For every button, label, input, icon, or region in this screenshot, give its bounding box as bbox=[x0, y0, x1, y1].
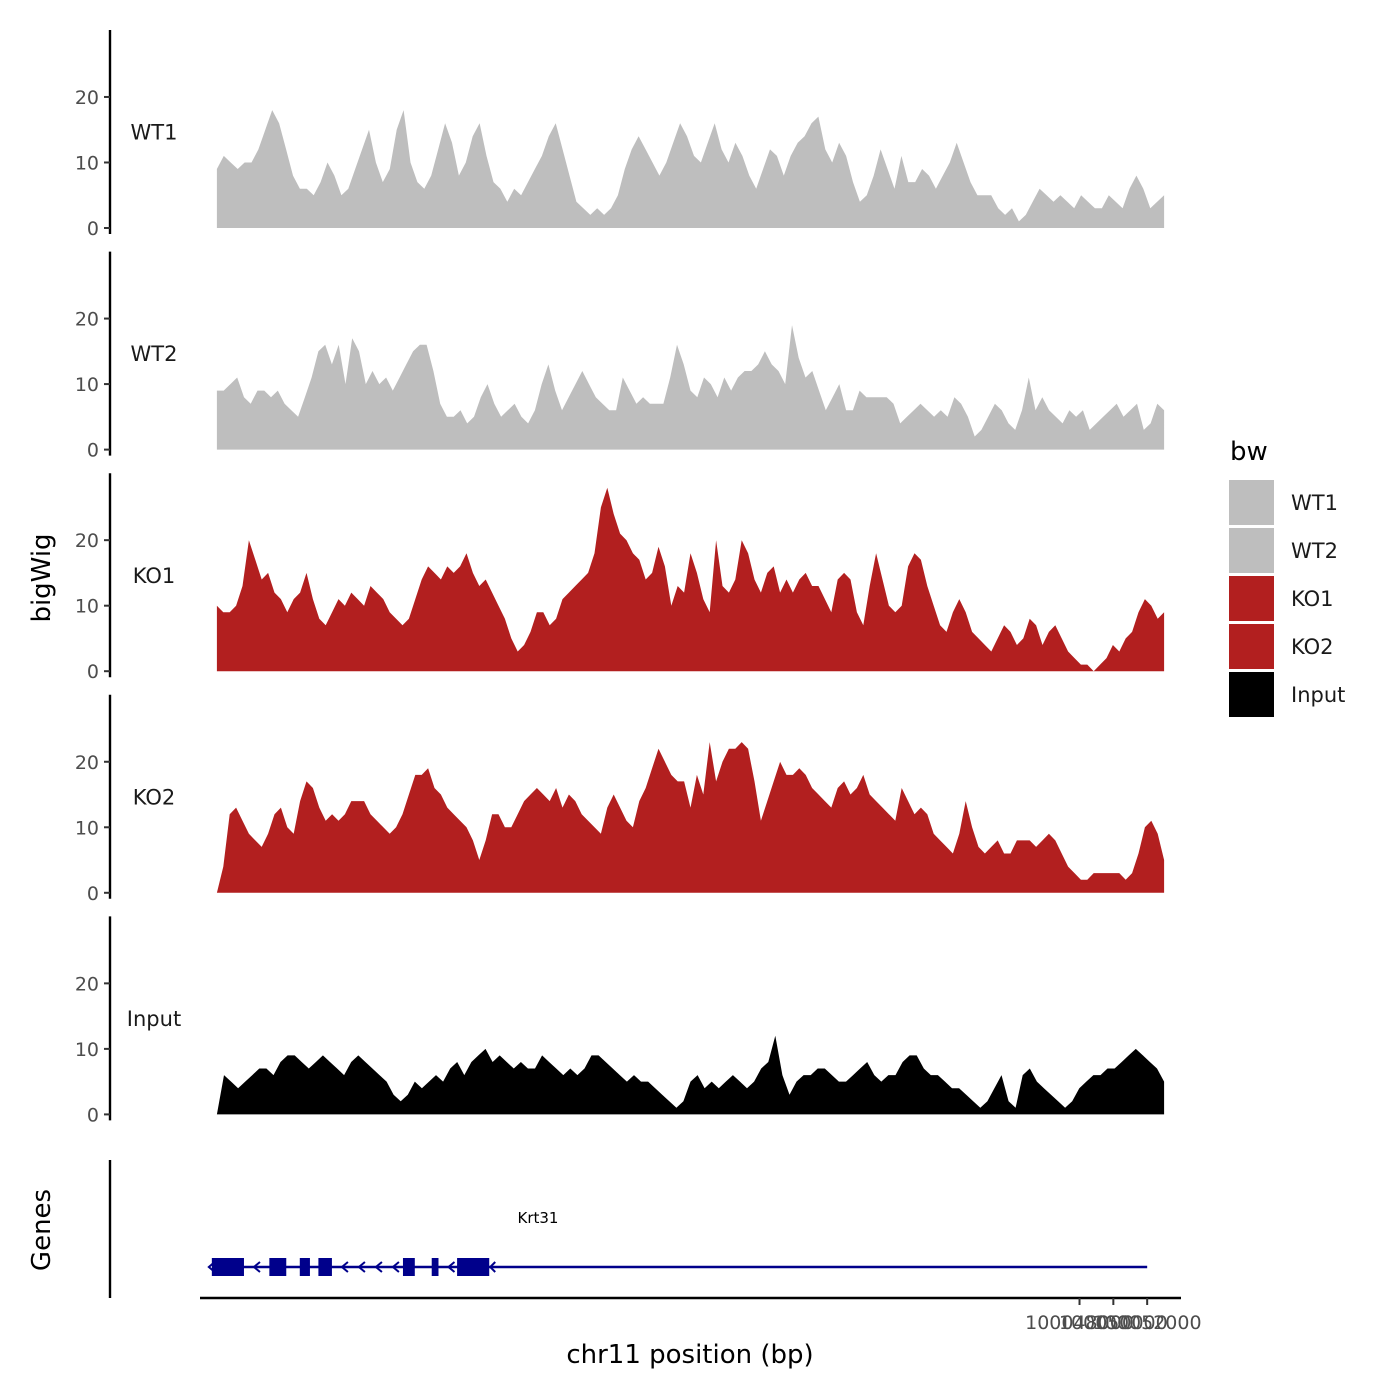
genes-panel bbox=[108, 1160, 1148, 1298]
y-tick-label-wt2-0: 0 bbox=[87, 440, 99, 462]
track-ko1: 0 10 20 KO1 bbox=[75, 473, 1165, 683]
y-tick-label-ko2-10: 10 bbox=[75, 817, 99, 839]
y-tick-label-input-0: 0 bbox=[87, 1104, 99, 1126]
track-label-ko1: KO1 bbox=[133, 564, 176, 588]
x-tick-label-100050000: 100050000 bbox=[1059, 1312, 1168, 1334]
y-tick-label-ko1-10: 10 bbox=[75, 596, 99, 618]
y-tick-label-input-10: 10 bbox=[75, 1039, 99, 1061]
track-label-input: Input bbox=[127, 1007, 181, 1031]
gene-exon-1 bbox=[211, 1258, 244, 1276]
strand-chevron bbox=[446, 1261, 456, 1273]
gene-exon-7 bbox=[457, 1258, 490, 1276]
area-wt2 bbox=[216, 325, 1165, 450]
gene-label: Krt31 bbox=[518, 1209, 559, 1227]
legend-swatch-wt1 bbox=[1229, 480, 1274, 525]
track-wt1: 0 10 20 WT1 bbox=[75, 30, 1165, 240]
legend-title: bw bbox=[1230, 437, 1268, 467]
y-tick-label-wt1-20: 20 bbox=[75, 87, 99, 109]
strand-chevron bbox=[340, 1261, 349, 1273]
legend-swatch-input bbox=[1229, 672, 1274, 717]
strand-chevron bbox=[357, 1261, 366, 1273]
y-tick-label-ko2-20: 20 bbox=[75, 752, 99, 774]
gene-exon-5 bbox=[402, 1258, 415, 1276]
y-tick-label-wt2-10: 10 bbox=[75, 374, 99, 396]
gene-exon-6 bbox=[431, 1258, 439, 1276]
y-axis-title: bigWig bbox=[27, 533, 57, 622]
y-tick-label-ko1-0: 0 bbox=[87, 661, 99, 683]
y-tick-label-wt1-0: 0 bbox=[87, 218, 99, 240]
strand-chevron bbox=[374, 1261, 383, 1273]
y-tick-label-input-20: 20 bbox=[75, 973, 99, 995]
legend-label-ko2: KO2 bbox=[1291, 635, 1334, 659]
strand-chevron bbox=[488, 1261, 496, 1273]
strand-chevron bbox=[391, 1261, 400, 1273]
track-label-wt1: WT1 bbox=[131, 121, 178, 145]
tracks-group: 0 10 20 WT1 0 10 20 WT2 0 10 20 KO1 0 10 20 KO2 0 10 20 Inp… bbox=[75, 30, 1165, 1126]
area-ko1 bbox=[216, 487, 1165, 672]
y-tick-label-ko1-20: 20 bbox=[75, 530, 99, 552]
track-label-wt2: WT2 bbox=[131, 342, 178, 366]
gene-exon-4 bbox=[318, 1258, 332, 1276]
track-wt2: 0 10 20 WT2 bbox=[75, 251, 1165, 462]
legend-label-wt2: WT2 bbox=[1291, 539, 1338, 563]
x-tick-label-100048000: 100048000 bbox=[1025, 1312, 1134, 1334]
genes-axis-title: Genes bbox=[27, 1189, 57, 1271]
strand-chevron bbox=[252, 1261, 261, 1273]
area-input bbox=[216, 1035, 1165, 1115]
area-wt1 bbox=[216, 110, 1165, 228]
y-tick-label-wt2-20: 20 bbox=[75, 309, 99, 331]
legend-swatch-wt2 bbox=[1229, 528, 1274, 573]
area-ko2 bbox=[216, 742, 1165, 893]
track-ko2: 0 10 20 KO2 bbox=[75, 694, 1165, 905]
gene-exon-2 bbox=[269, 1258, 287, 1276]
legend-label-ko1: KO1 bbox=[1291, 587, 1334, 611]
track-input: 0 10 20 Input bbox=[75, 916, 1165, 1126]
legend-label-wt1: WT1 bbox=[1291, 491, 1338, 515]
track-label-ko2: KO2 bbox=[133, 785, 176, 809]
legend: WT1 WT2 KO1 KO2 Input bbox=[1229, 480, 1345, 717]
x-tick-label-100052000: 100052000 bbox=[1093, 1312, 1202, 1334]
y-tick-label-ko2-0: 0 bbox=[87, 883, 99, 905]
gene-exon-3 bbox=[299, 1258, 310, 1276]
x-axis-title: chr11 position (bp) bbox=[566, 1340, 813, 1370]
legend-swatch-ko2 bbox=[1229, 624, 1274, 669]
y-tick-label-wt1-10: 10 bbox=[75, 152, 99, 174]
legend-label-input: Input bbox=[1291, 683, 1345, 707]
legend-swatch-ko1 bbox=[1229, 576, 1274, 621]
